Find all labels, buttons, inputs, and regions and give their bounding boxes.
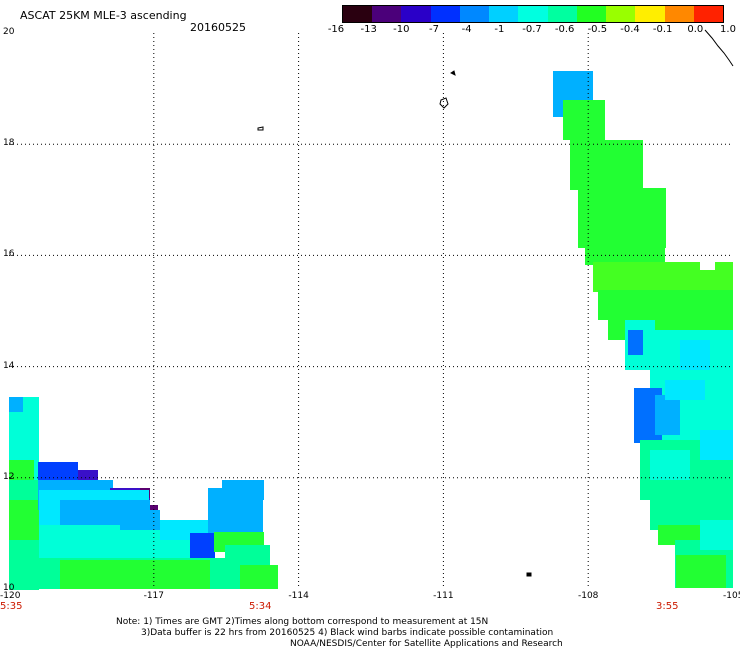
- data-cell: [570, 140, 643, 190]
- data-cell: [9, 397, 23, 412]
- coastline-shape: [257, 126, 264, 131]
- coastline-shape: [526, 572, 532, 577]
- data-cell: [628, 330, 643, 355]
- lat-label: 12: [3, 471, 15, 482]
- lat-label: 20: [3, 27, 15, 37]
- lon-label: -120: [0, 591, 21, 601]
- colorbar-label: -0.7: [522, 24, 542, 35]
- data-cell: [680, 340, 710, 370]
- colorbar-swatch: [459, 6, 490, 22]
- lon-label: -111: [433, 591, 454, 601]
- colorbar-swatch: [343, 6, 373, 22]
- colorbar-labels: -16 -13 -10 -7 -4 -1 -0.7 -0.6 -0.5 -0.4 -0.1 0.0 1.…: [327, 24, 736, 38]
- colorbar-label: -0.1: [652, 24, 673, 35]
- colorbar-label: -4: [461, 24, 472, 35]
- lon-label: -105: [723, 591, 740, 601]
- grid-lines: [9, 33, 733, 589]
- colorbar-swatch: [635, 6, 665, 22]
- data-cell: [225, 545, 270, 565]
- data-cell: [650, 450, 690, 480]
- data-cell: [665, 380, 705, 400]
- colorbar-swatch: [518, 6, 548, 22]
- colorbar-swatch: [547, 6, 577, 22]
- colorbar-swatch: [576, 6, 607, 22]
- lat-label: 10: [3, 583, 15, 593]
- data-cell: [190, 533, 215, 558]
- coastline-shape: [439, 97, 449, 109]
- data-cell: [60, 560, 210, 589]
- colorbar-label: -1: [494, 24, 505, 35]
- colorbar-swatch: [693, 6, 724, 22]
- colorbar-label: -7: [429, 24, 439, 35]
- time-label-2: 5:34: [249, 601, 272, 612]
- note-line-1: Note: 1) Times are GMT 2)Times along bot…: [116, 617, 489, 627]
- colorbar-label: -0.6: [554, 24, 575, 35]
- data-cell: [9, 460, 34, 480]
- coastline-shape: [450, 70, 456, 76]
- colorbar-label: -0.4: [620, 24, 640, 35]
- time-label-1: 5:35: [0, 601, 23, 612]
- data-cell: [240, 565, 278, 589]
- coastline-shape: [704, 29, 734, 67]
- data-cell: [655, 395, 680, 435]
- lat-label: 16: [3, 249, 15, 260]
- data-cell: [700, 430, 733, 460]
- colorbar-label: -16: [327, 24, 345, 35]
- coastline: [257, 29, 734, 577]
- colorbar-swatch: [664, 6, 694, 22]
- lon-label: -117: [143, 591, 165, 601]
- map-title: ASCAT 25KM MLE-3 ascending: [20, 9, 187, 22]
- data-cell: [120, 510, 160, 530]
- colorbar-label: 0.0: [687, 24, 704, 35]
- colorbar-label: -0.5: [587, 24, 608, 35]
- lat-label: 14: [3, 360, 15, 371]
- lat-label: 18: [3, 138, 15, 149]
- note-line-3: NOAA/NESDIS/Center for Satellite Applica…: [290, 639, 563, 649]
- data-cell: [700, 262, 715, 270]
- time-label-3: 3:55: [656, 601, 679, 612]
- colorbar-swatch: [401, 6, 431, 22]
- data-cell: [578, 188, 666, 248]
- lon-label: -114: [288, 591, 309, 601]
- data-cell: [598, 290, 733, 320]
- data-cell: [676, 555, 726, 588]
- colorbar-label: -10: [393, 24, 410, 35]
- colorbar-label: -13: [360, 24, 377, 35]
- colorbar-label: 1.0: [720, 24, 736, 35]
- data-cell: [9, 500, 39, 540]
- data-cell: [222, 480, 264, 500]
- colorbar-swatch: [372, 6, 402, 22]
- note-line-2: 3)Data buffer is 22 hrs from 20160525 4)…: [141, 628, 554, 638]
- map-date: 20160525: [190, 21, 246, 34]
- data-cell: [563, 100, 605, 140]
- data-swaths: [9, 71, 733, 590]
- lon-label: -108: [577, 591, 599, 601]
- colorbar: [342, 5, 724, 23]
- colorbar-swatch: [606, 6, 636, 22]
- colorbar-swatch: [430, 6, 460, 22]
- colorbar-swatch: [489, 6, 519, 22]
- data-cell: [700, 520, 733, 550]
